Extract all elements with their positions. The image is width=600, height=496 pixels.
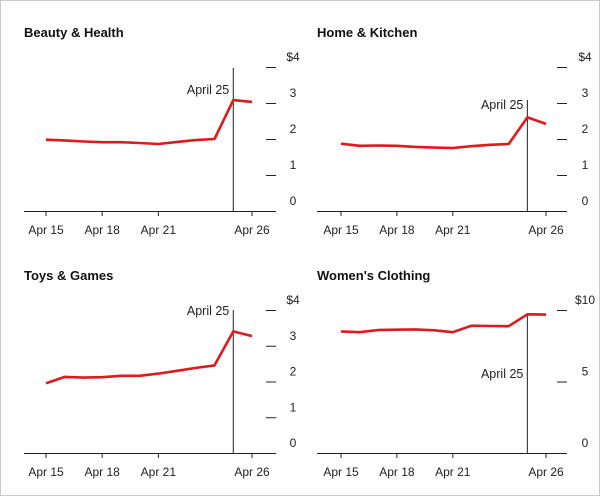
y-tick-label: 0 xyxy=(582,436,589,450)
x-tick-label: Apr 18 xyxy=(85,223,121,237)
x-tick-label: Apr 21 xyxy=(435,465,471,479)
x-tick-label: Apr 21 xyxy=(435,223,471,237)
x-tick-label: Apr 21 xyxy=(141,465,177,479)
y-tick-label: 5 xyxy=(582,365,589,379)
x-tick-label: Apr 18 xyxy=(85,465,121,479)
price-series-line xyxy=(45,98,253,146)
annotation-label: April 25 xyxy=(187,304,229,318)
y-tick-label: $10 xyxy=(575,293,595,307)
x-tick-label: Apr 18 xyxy=(379,465,415,479)
y-tick-label: 0 xyxy=(290,194,297,208)
y-tick-label: 1 xyxy=(582,158,589,172)
price-series-line xyxy=(340,312,547,334)
y-tick-label: $4 xyxy=(286,293,300,307)
x-tick-label: Apr 18 xyxy=(379,223,415,237)
y-tick-label: 3 xyxy=(290,86,297,100)
y-tick-label: $4 xyxy=(578,50,592,64)
annotation-label: April 25 xyxy=(481,98,523,112)
y-tick-label: $4 xyxy=(286,50,300,64)
y-tick-label: 2 xyxy=(582,122,589,136)
y-tick-label: 3 xyxy=(582,86,589,100)
price-series-line xyxy=(45,330,253,385)
y-tick-label: 2 xyxy=(290,122,297,136)
x-tick-label: Apr 26 xyxy=(528,223,564,237)
x-tick-label: Apr 15 xyxy=(28,465,64,479)
annotation-label: April 25 xyxy=(481,367,523,381)
x-tick-label: Apr 26 xyxy=(234,465,270,479)
y-tick-label: 0 xyxy=(290,436,297,450)
y-tick-label: 1 xyxy=(290,400,297,414)
y-tick-label: 3 xyxy=(290,329,297,343)
panel-title: Toys & Games xyxy=(24,268,113,283)
chart-panel: Women's Clothing Apr 15 Apr 18 Apr 21 Apr 26… xyxy=(317,268,595,479)
panel-title: Beauty & Health xyxy=(24,25,124,40)
x-tick-label: Apr 15 xyxy=(28,223,64,237)
x-tick-label: Apr 26 xyxy=(528,465,564,479)
x-tick-label: Apr 26 xyxy=(234,223,270,237)
chart-panel: Beauty & Health Apr 15 Apr 18 Apr 21 Apr 26 0… xyxy=(24,25,300,237)
chart-panel: Home & Kitchen Apr 15 Apr 18 Apr 21 Apr 26 0 1… xyxy=(317,25,592,237)
chart-panel: Toys & Games Apr 15 Apr 18 Apr 21 Apr 26 0 1 2 3… xyxy=(24,268,300,479)
x-tick-label: Apr 15 xyxy=(323,465,359,479)
price-series-line xyxy=(340,116,547,150)
x-tick-label: Apr 15 xyxy=(323,223,359,237)
panel-title: Women's Clothing xyxy=(317,268,430,283)
y-tick-label: 0 xyxy=(582,194,589,208)
x-tick-label: Apr 21 xyxy=(141,223,177,237)
panel-title: Home & Kitchen xyxy=(317,25,417,40)
y-tick-label: 2 xyxy=(290,365,297,379)
y-tick-label: 1 xyxy=(290,158,297,172)
annotation-label: April 25 xyxy=(187,83,229,97)
